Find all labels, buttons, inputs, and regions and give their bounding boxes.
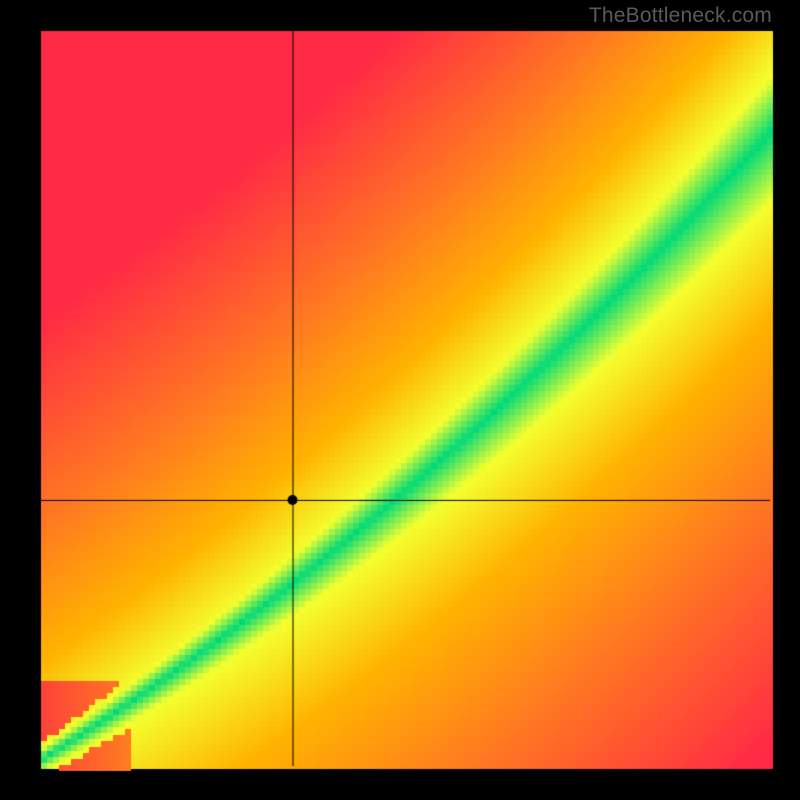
watermark-text: TheBottleneck.com: [589, 4, 772, 28]
chart-container: TheBottleneck.com: [0, 0, 800, 800]
heatmap-canvas: [0, 0, 800, 800]
